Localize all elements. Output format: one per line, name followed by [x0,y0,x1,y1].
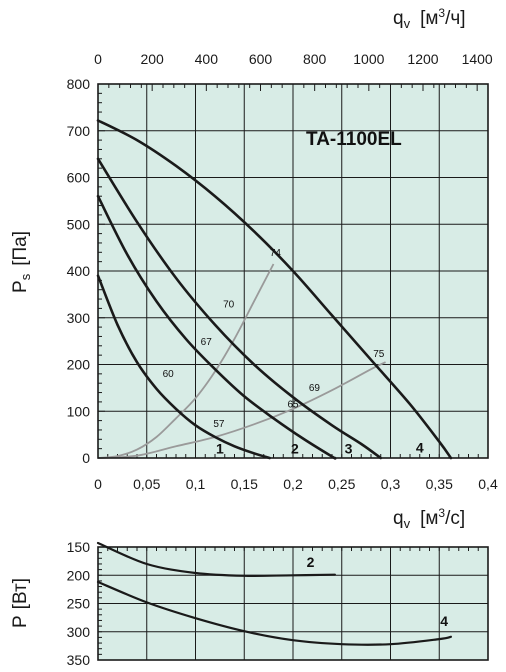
power-curve-4 [96,580,452,646]
pressure-tick-label: 300 [67,310,91,326]
flow-tick-label: 0,3 [381,476,401,492]
pressure-tick-label: 100 [67,403,91,419]
pressure-tick-label: 400 [67,263,91,279]
power-curves [96,541,452,646]
flow-tick-label: 0,35 [426,476,453,492]
power-curve-numbers: 24 [307,554,449,629]
power-axis-title-unit: [Вт] [10,578,31,609]
noise-level-label: 57 [213,419,225,430]
power-curve-2 [96,541,336,578]
noise-level-labels: 74 70 67 60 65 69 57 75 [163,248,385,430]
pressure-axis-title-main: P [10,280,31,293]
upper-axis-title-main: q [393,8,404,29]
upper-axis-title: qv [м3/ч] [393,6,466,31]
flow-axis-title-unit-post: /с] [445,508,465,529]
pressure-tick-label: 700 [67,123,91,139]
power-y-tick-labels: 150 200 250 300 350 [67,539,91,668]
system-curves [97,263,386,459]
flow-axis-title-unit: [м [420,508,438,529]
upper-axis-title-unit: [м [420,8,438,29]
pressure-axis-title-unit: [Па] [10,231,31,266]
flow-tick-label: 0,1 [186,476,206,492]
flow-upper-tick-label: 0 [94,51,102,67]
upper-axis-title-unit-sup: 3 [438,6,445,20]
flow-axis-title: qv [м3/с] [393,506,465,531]
upper-axis-title-unit-post: /ч] [445,8,465,29]
flow-axis-title-sub: v [404,516,411,531]
system-resistance-curve [97,263,275,459]
fan-curve-3 [96,157,382,460]
power-tick-label: 150 [67,539,91,555]
flow-x-tick-labels: 0 0,05 0,1 0,15 0,2 0,25 0,3 0,35 0,4 [94,476,498,492]
power-tick-label: 200 [67,567,91,583]
pressure-tick-label: 200 [67,357,91,373]
pressure-axis-title-sub: s [18,273,33,280]
noise-level-label: 69 [309,383,321,394]
fan-curves [96,119,453,460]
model-title: TA-1100EL [306,129,402,150]
noise-level-label: 65 [287,400,299,411]
power-chart-frame [97,546,489,661]
power-curve-number: 2 [307,554,315,570]
pressure-axis-title: Ps [Па] [10,231,33,293]
flow-upper-tick-label: 600 [249,51,273,67]
fan-curve-number: 4 [416,439,424,455]
pressure-y-tick-labels: 0 100 200 300 400 500 600 700 800 [67,76,91,466]
power-tick-label: 250 [67,596,91,612]
flow-upper-tick-label: 1000 [353,51,384,67]
fan-curve-number: 3 [345,440,353,456]
power-tick-label: 350 [67,652,91,668]
power-tick-label: 300 [67,624,91,640]
noise-level-label: 70 [223,299,235,310]
noise-level-label: 60 [163,369,175,380]
upper-axis-title-sub: v [404,16,411,31]
flow-upper-tick-label: 800 [303,51,327,67]
pressure-tick-label: 800 [67,76,91,92]
flow-tick-label: 0,2 [283,476,303,492]
flow-tick-label: 0,05 [133,476,160,492]
pressure-chart-frame [97,83,489,459]
fan-curve-numbers: 1 2 3 4 [216,439,424,456]
system-resistance-curve [97,361,386,459]
fan-curve-4 [96,119,453,460]
noise-level-label: 67 [201,337,213,348]
flow-upper-tick-label: 400 [195,51,219,67]
flow-tick-label: 0,25 [328,476,355,492]
flow-upper-tick-label: 1200 [407,51,438,67]
fan-curve-2 [96,194,337,460]
flow-axis-title-unit-sup: 3 [438,506,445,520]
fan-curve-number: 1 [216,440,224,456]
flow-axis-title-main: q [393,508,404,529]
pressure-tick-label: 600 [67,170,91,186]
flow-upper-tick-label: 1400 [462,51,493,67]
fan-curve-number: 2 [291,440,299,456]
power-axis-title: P [Вт] [10,578,31,628]
power-axis-title-main: P [10,615,31,628]
flow-upper-tick-label: 200 [140,51,164,67]
flow-upper-tick-labels: 0 200 400 600 800 1000 1200 1400 [94,51,493,67]
flow-tick-label: 0 [94,476,102,492]
power-curve-number: 4 [440,613,448,629]
flow-tick-label: 0,15 [231,476,258,492]
noise-level-label: 74 [270,248,282,259]
flow-tick-label: 0,4 [478,476,498,492]
pressure-tick-label: 0 [82,450,90,466]
fan-curve-1 [96,274,271,460]
pressure-tick-label: 500 [67,216,91,232]
noise-level-label: 75 [373,349,385,360]
